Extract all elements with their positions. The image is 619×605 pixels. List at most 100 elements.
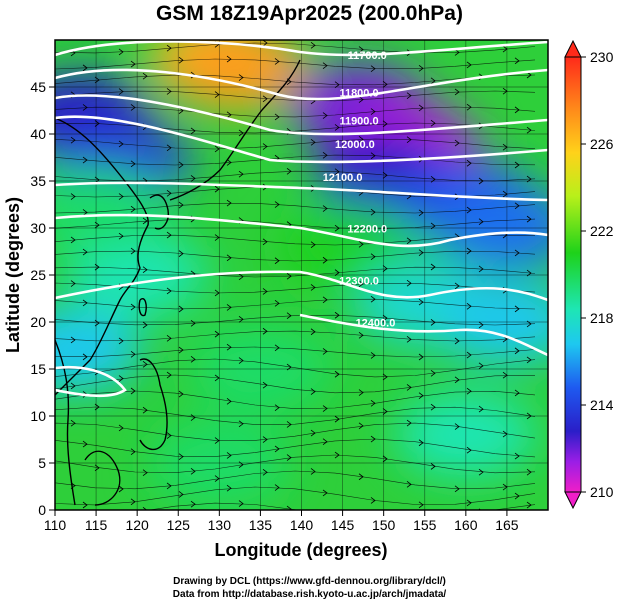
streamline-arrow — [130, 247, 136, 255]
streamline-arrow — [238, 74, 244, 81]
streamline-arrow — [370, 497, 376, 504]
streamline-arrow — [82, 248, 88, 256]
streamline-arrow — [142, 361, 148, 368]
streamline-arrow — [70, 236, 76, 244]
streamline-arrow — [478, 468, 484, 476]
streamline-arrow — [406, 279, 412, 287]
streamline-arrow — [322, 405, 328, 412]
streamline-arrow — [238, 273, 244, 281]
streamline — [55, 203, 536, 214]
streamline-arrow — [478, 321, 484, 329]
streamline-arrow — [418, 439, 424, 447]
streamline-arrow — [478, 265, 484, 273]
streamline-arrow — [466, 351, 472, 359]
y-axis-title: Latitude (degrees) — [3, 197, 23, 353]
streamline-arrow — [118, 424, 124, 432]
streamline-arrow — [382, 455, 388, 463]
streamline-arrow — [238, 500, 244, 507]
streamline-arrow — [226, 111, 232, 119]
streamline-arrow — [466, 302, 472, 310]
streamline-arrow — [70, 280, 76, 287]
streamline-arrow — [514, 389, 520, 397]
streamline-arrow — [454, 337, 460, 345]
y-tick-label: 5 — [38, 455, 46, 471]
streamline-arrow — [358, 280, 364, 288]
x-tick-label: 110 — [44, 517, 67, 533]
streamline-arrow — [358, 135, 364, 143]
streamline-arrow — [358, 96, 364, 103]
streamline-arrow — [454, 485, 460, 493]
streamline-arrow — [226, 452, 232, 459]
streamline-arrow — [382, 314, 388, 322]
streamline-arrow — [178, 346, 184, 354]
streamline-arrow — [142, 506, 148, 510]
streamline-arrow — [130, 303, 136, 311]
streamline-arrow — [418, 353, 424, 361]
streamline-arrow — [478, 405, 484, 413]
y-tick-label: 25 — [30, 267, 46, 283]
streamline-arrow — [370, 399, 376, 407]
streamline-arrow — [82, 64, 88, 72]
streamline-arrow — [94, 120, 100, 127]
streamline-arrow — [94, 464, 100, 472]
streamline-arrow — [502, 483, 508, 491]
streamline-arrow — [370, 152, 376, 160]
streamline-arrow — [262, 327, 268, 335]
streamline — [55, 218, 536, 230]
colorbar-tick-label: 226 — [590, 136, 614, 152]
streamline-arrow — [274, 445, 280, 453]
streamline-arrow — [274, 113, 280, 121]
streamline — [55, 314, 536, 326]
grid — [55, 40, 548, 510]
x-tick-label: 120 — [125, 517, 149, 533]
streamline-arrow — [466, 446, 472, 454]
streamline-arrow — [334, 224, 340, 232]
streamline — [55, 154, 536, 166]
streamline-arrow — [130, 498, 136, 506]
field-blob-11 — [55, 167, 167, 252]
streamline-arrow — [526, 269, 532, 277]
streamline-arrow — [214, 330, 220, 338]
streamline-arrow — [274, 201, 280, 208]
streamline-arrow — [526, 468, 532, 476]
streamline-arrow — [226, 304, 232, 311]
streamline-arrow — [514, 305, 520, 313]
streamline-arrow — [370, 65, 376, 72]
streamline-arrow — [370, 352, 376, 359]
streamline — [55, 454, 536, 474]
streamline-arrow — [322, 256, 328, 264]
colorbar: 230 226 222 218 214 210 — [564, 39, 614, 510]
streamline — [55, 90, 536, 102]
streamline-arrow — [226, 484, 232, 492]
field-blob-17 — [55, 308, 142, 393]
colorbar-tick-label: 218 — [590, 310, 614, 326]
streamline-arrow — [358, 422, 364, 430]
colorbar-gradient — [564, 56, 582, 493]
streamline-arrow — [130, 60, 136, 68]
streamline-arrow — [526, 356, 532, 364]
streamline-arrow — [418, 298, 424, 306]
streamline-arrow — [334, 81, 340, 89]
streamline-arrow — [286, 421, 292, 428]
streamline-arrow — [82, 440, 88, 448]
streamline-arrow — [142, 266, 148, 274]
streamline-arrow — [430, 369, 436, 377]
streamline-arrow — [238, 170, 244, 178]
streamline-arrow — [166, 231, 172, 239]
streamline-arrow — [70, 136, 76, 144]
y-tick-label: 40 — [30, 126, 46, 142]
streamline-arrow — [82, 299, 88, 307]
streamline-arrow — [418, 501, 424, 509]
streamline-arrow — [370, 295, 376, 303]
streamline-arrow — [226, 159, 232, 166]
streamline-arrow — [70, 336, 76, 344]
contour-label-11700.0: 11700.0 — [348, 50, 387, 62]
streamline-arrow — [382, 171, 388, 179]
streamline-arrow — [166, 432, 172, 439]
streamline-arrow — [334, 269, 340, 276]
streamline-arrow — [286, 272, 292, 280]
streamline-arrow — [142, 469, 148, 477]
streamline-arrow — [334, 370, 340, 378]
streamline-arrow — [334, 415, 340, 423]
coastlines — [55, 59, 301, 506]
